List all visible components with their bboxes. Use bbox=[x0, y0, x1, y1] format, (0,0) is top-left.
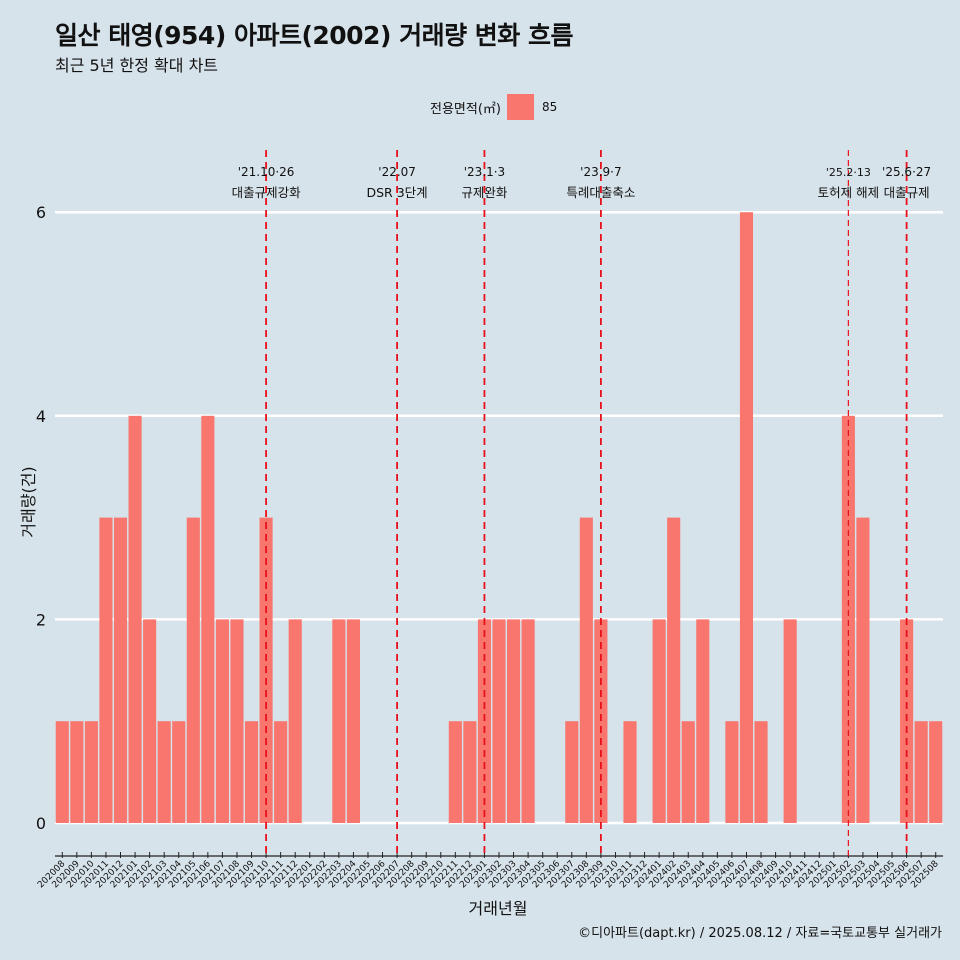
y-tick-label: 4 bbox=[36, 407, 46, 426]
bar bbox=[507, 619, 521, 823]
legend: 전용면적(㎡) 85 bbox=[430, 94, 557, 120]
bar bbox=[186, 517, 200, 823]
bar bbox=[841, 415, 855, 823]
bar bbox=[244, 721, 259, 823]
legend-key-label: 85 bbox=[541, 100, 558, 114]
bar bbox=[448, 721, 462, 823]
bar bbox=[929, 721, 943, 823]
y-tick-label: 2 bbox=[36, 610, 46, 629]
bar bbox=[696, 619, 710, 823]
bar bbox=[667, 517, 681, 823]
event-date-label: '25.2·13 bbox=[826, 166, 871, 179]
bar bbox=[914, 721, 928, 823]
bar bbox=[463, 721, 477, 823]
bar bbox=[332, 619, 346, 823]
bar bbox=[623, 721, 637, 823]
event-date-label: '25.6·27 bbox=[882, 165, 931, 179]
bar bbox=[70, 721, 84, 823]
event-label: 대출규제 bbox=[884, 185, 930, 200]
bar bbox=[856, 517, 870, 823]
bar bbox=[99, 517, 113, 823]
bar bbox=[172, 721, 186, 823]
bar bbox=[681, 721, 695, 823]
event-label: 특례대출축소 bbox=[566, 185, 635, 200]
bar bbox=[594, 619, 608, 823]
chart-subtitle: 최근 5년 한정 확대 차트 bbox=[55, 56, 219, 75]
bar bbox=[215, 619, 229, 823]
bar bbox=[230, 619, 244, 823]
y-tick-label: 0 bbox=[36, 814, 46, 833]
y-tick-label: 6 bbox=[36, 203, 46, 222]
x-axis-title: 거래년월 bbox=[469, 899, 528, 918]
bar bbox=[565, 721, 579, 823]
bar bbox=[84, 721, 98, 823]
bar bbox=[754, 721, 768, 823]
bar bbox=[783, 619, 797, 823]
bar bbox=[725, 721, 739, 823]
legend-title: 전용면적(㎡) bbox=[430, 101, 501, 117]
chart-title: 일산 태영(954) 아파트(2002) 거래량 변화 흐름 bbox=[55, 21, 574, 50]
bar bbox=[492, 619, 506, 823]
footer-credit: ©디아파트(dapt.kr) / 2025.08.12 / 자료=국토교통부 실… bbox=[578, 926, 942, 941]
event-date-label: '21.10·26 bbox=[238, 165, 295, 179]
bar bbox=[201, 415, 215, 823]
event-date-label: '23.9·7 bbox=[580, 165, 621, 179]
event-date-label: '23.1·3 bbox=[464, 165, 505, 179]
bar bbox=[274, 721, 288, 823]
bar bbox=[55, 721, 69, 823]
event-date-label: '22.07 bbox=[378, 165, 416, 179]
bar bbox=[143, 619, 157, 823]
bar bbox=[113, 517, 128, 823]
bar bbox=[477, 619, 491, 823]
bar bbox=[739, 212, 754, 823]
bar bbox=[346, 619, 360, 823]
bar bbox=[288, 619, 302, 823]
bar bbox=[521, 619, 535, 823]
bar bbox=[900, 619, 914, 823]
event-label: DSR 3단계 bbox=[367, 185, 428, 200]
y-axis-title: 거래량(건) bbox=[19, 466, 38, 537]
legend-swatch bbox=[506, 94, 534, 120]
bar bbox=[157, 721, 171, 823]
event-label: 토허제 해제 bbox=[818, 185, 879, 200]
bar bbox=[128, 415, 142, 823]
event-label: 대출규제강화 bbox=[232, 185, 302, 200]
bar bbox=[579, 517, 593, 823]
event-label: 규제완화 bbox=[461, 185, 508, 200]
bar bbox=[652, 619, 666, 823]
